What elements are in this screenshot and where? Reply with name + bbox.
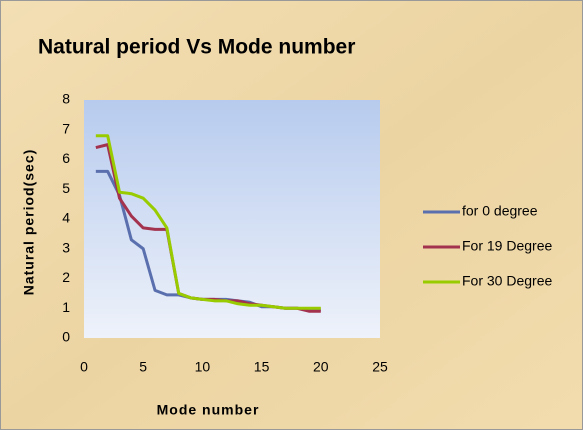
legend-label: For 19 Degree (462, 238, 552, 254)
y-tick-label: 8 (62, 91, 70, 107)
legend-label: for 0 degree (462, 203, 538, 219)
y-tick-label: 7 (62, 120, 70, 136)
x-tick-label: 10 (195, 359, 211, 375)
y-tick-label: 0 (62, 329, 70, 345)
y-tick-label: 4 (62, 210, 70, 226)
y-tick-label: 5 (62, 180, 70, 196)
x-tick-label: 15 (254, 359, 270, 375)
x-tick-label: 5 (139, 359, 147, 375)
y-tick-label: 3 (62, 239, 70, 255)
x-tick-label: 0 (80, 359, 88, 375)
x-axis-label: Mode number (157, 402, 260, 418)
legend-label: For 30 Degree (462, 273, 552, 289)
chart-title: Natural period Vs Mode number (38, 36, 355, 59)
x-tick-label: 25 (372, 359, 388, 375)
y-tick-label: 1 (62, 299, 70, 315)
y-tick-label: 2 (62, 269, 70, 285)
x-tick-label: 20 (313, 359, 329, 375)
y-axis-label: Natural period(sec) (21, 149, 37, 296)
series-line (95, 134, 321, 310)
y-tick-label: 6 (62, 150, 70, 166)
